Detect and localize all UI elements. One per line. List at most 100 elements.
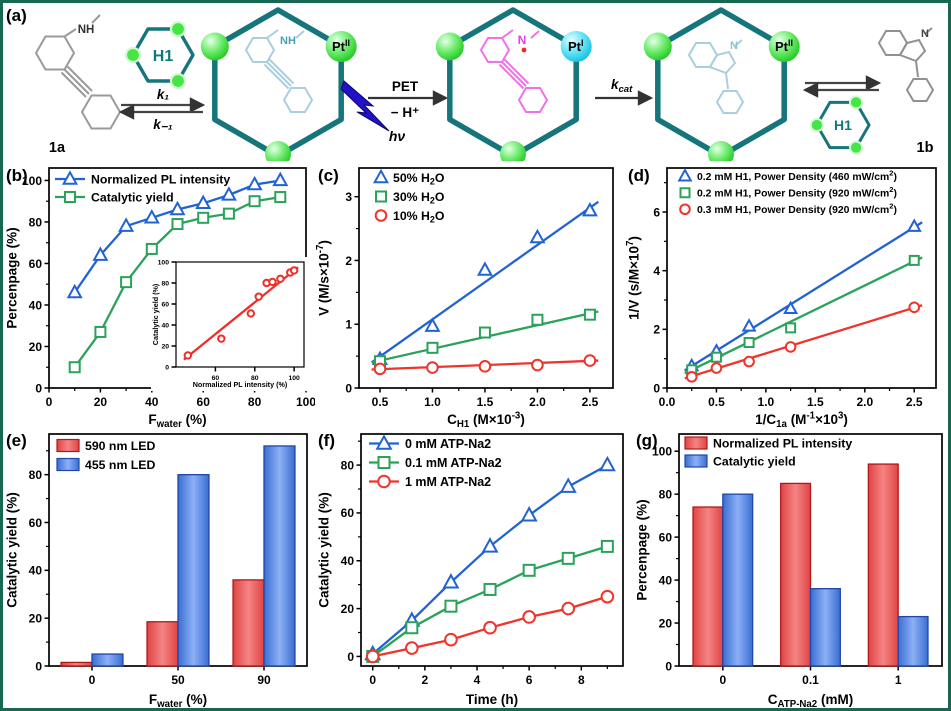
marker-circle (444, 632, 458, 647)
x-tick-label: 1.5 (807, 395, 824, 409)
y-axis-label: Catalytic yield (%) (5, 492, 20, 608)
panel-d-label: (d) (628, 166, 650, 185)
legend-label: 455 nm LED (85, 458, 156, 472)
marker-triangle (481, 537, 499, 553)
marker-triangle (373, 168, 389, 184)
y-tick-label: 80 (341, 458, 355, 472)
x-axis-label: Fwater (%) (148, 412, 206, 428)
pt2-label-cage3: PtII (775, 38, 793, 54)
y-tick-label: 60 (341, 506, 355, 520)
marker-circle (600, 589, 615, 604)
marker-square (145, 242, 158, 255)
y-tick-label: 80 (659, 487, 673, 501)
legend-label: 0.3 mM H1, Power Density (920 mW/cm2) (697, 202, 897, 216)
bar (177, 474, 210, 667)
y-tick-label: 100 (652, 445, 672, 459)
marker-circle (276, 274, 285, 283)
marker-circle (478, 360, 492, 373)
fit-line (684, 256, 923, 375)
x-tick-label: 0 (369, 673, 376, 687)
x-tick-label: 1.5 (477, 395, 494, 409)
bar (60, 661, 93, 667)
marker-square (600, 539, 614, 553)
x-tick-label: 0 (89, 673, 96, 687)
panel-g: (g) 0 0.1 1 0 20 40 60 80 100 CATP-Na2 (mM) Percen… (633, 428, 948, 708)
x-axis-label: Normalized PL intensity (%) (193, 380, 288, 389)
marker-square (197, 211, 210, 224)
cage-1 (200, 7, 357, 161)
marker-circle (583, 354, 597, 367)
plot-chart-c: 0.5 1.0 1.5 2.0 2.5 0 1 2 3 CH1 (M×10-3) V (M/s×10… (315, 167, 614, 428)
legend-label: 0.2 mM H1, Power Density (460 mW/cm2) (697, 169, 897, 183)
marker-triangle (118, 217, 135, 232)
plot-frame (666, 167, 937, 389)
y-tick-label: 60 (659, 530, 673, 544)
marker-square (785, 322, 797, 334)
bar (146, 621, 179, 667)
x-axis-label: CH1 (M×10-3) (447, 410, 525, 428)
marker-circle (246, 309, 256, 318)
marker-triangle (66, 283, 83, 299)
y-axis-label: Catalytic yield (%) (317, 492, 332, 608)
chart-b-canvas: 0 20 40 60 80 100 0 20 40 60 80 100 Fwater (%) Percen… (5, 167, 315, 428)
reaction-scheme: NH 1a H1 k₁ k₋₁ PtII NH (34, 7, 934, 161)
marker-circle (679, 203, 691, 216)
y-tick-label: 80 (161, 280, 169, 287)
y-tick-label: 20 (29, 611, 43, 625)
x-tick-label: 4 (474, 673, 481, 687)
panel-a-label: (a) (6, 6, 27, 25)
x-tick-label: 2 (422, 673, 429, 687)
panel-a-scheme: (a) (3, 3, 948, 161)
y-tick-label: 0 (35, 659, 42, 673)
hv-label: hν (389, 128, 406, 144)
legend-label: Normalized PL intensity (91, 172, 230, 186)
k1-label: k₁ (157, 87, 170, 102)
plot-chart-e: 0 50 90 0 20 40 60 80 Fwater (%) Catalytic yield … (5, 433, 308, 708)
panel-g-label: (g) (636, 431, 658, 450)
bar (692, 506, 724, 667)
equilibrium-arrows-k1 (118, 97, 206, 120)
chart-d-canvas: 0.0 0.5 1.0 1.5 2.0 2.5 0 2 4 6 1/C1a (M-1×103) 1/V… (625, 167, 937, 428)
marker-circle (217, 334, 226, 343)
panel-e: (e) 0 50 90 0 20 40 60 80 Fwater (%) Catalytic yi… (3, 428, 315, 708)
y-tick-label: 0 (165, 364, 169, 371)
bar (809, 588, 841, 667)
marker-circle (908, 301, 921, 314)
compound-1b-label: 1b (917, 140, 934, 156)
legend-label: 10% H2O (393, 209, 445, 225)
h1-label: H1 (153, 48, 174, 65)
marker-triangle (520, 506, 538, 522)
marker-circle (183, 351, 193, 360)
marker-circle (685, 371, 698, 383)
marker-circle (365, 649, 380, 664)
marker-triangle (143, 209, 160, 224)
y-tick-label: 0 (653, 381, 660, 395)
x-axis-label: Fwater (%) (149, 692, 207, 708)
y-tick-label: 40 (29, 298, 43, 312)
panel-f-label: (f) (318, 431, 335, 450)
bar (232, 579, 265, 667)
panel-e-label: (e) (6, 431, 27, 450)
marker-circle (743, 355, 755, 368)
marker-square (908, 254, 920, 266)
fit-line (684, 221, 923, 372)
legend-swatch (56, 438, 80, 453)
marker-square (743, 337, 755, 349)
x-tick-label: 40 (145, 395, 159, 409)
y-tick-label: 40 (29, 564, 43, 578)
y-tick-label: 40 (659, 573, 673, 587)
x-tick-label: 1.0 (424, 395, 441, 409)
marker-triangle (783, 300, 799, 314)
bar (780, 482, 812, 667)
legend-label: 590 nm LED (85, 439, 156, 453)
marker-circle (710, 362, 723, 374)
y-tick-label: 20 (29, 340, 43, 354)
plot-frame (358, 167, 614, 389)
marker-square (94, 325, 107, 338)
marker-square (405, 621, 419, 635)
x-tick-label: 60 (197, 395, 211, 409)
